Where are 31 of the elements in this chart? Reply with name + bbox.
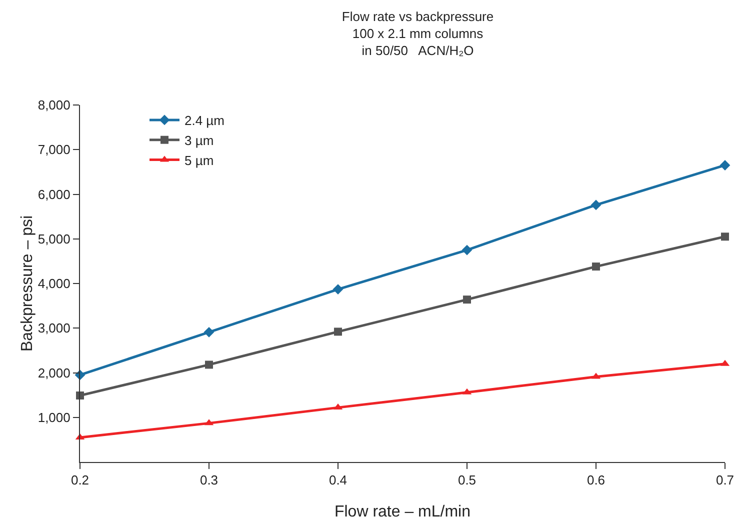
point bbox=[204, 326, 214, 338]
x-tick-label: 0.5 bbox=[458, 472, 476, 488]
legend-label: 3 µm bbox=[184, 132, 214, 148]
point bbox=[592, 262, 600, 271]
point bbox=[463, 296, 471, 304]
point bbox=[332, 284, 344, 294]
x-tick-label: 0.2 bbox=[70, 472, 90, 488]
point bbox=[720, 160, 730, 170]
x-tick-label: 0.3 bbox=[200, 472, 218, 488]
x-tick-label: 0.6 bbox=[586, 472, 606, 488]
y-tick-label: 2,000 bbox=[38, 365, 70, 380]
chart-subtitle: 100 x 2.1 mm columns in 50/50 ACN/H₂O bbox=[352, 26, 484, 58]
y-tick-label: 7,000 bbox=[38, 142, 70, 158]
legend-label: 5 µm bbox=[184, 152, 214, 168]
y-tick-label: 1,000 bbox=[38, 410, 70, 425]
y-tick-label: 4,000 bbox=[38, 276, 70, 292]
y-tick-label: 3,000 bbox=[38, 320, 70, 336]
chart-title: Flow rate vs backpressure bbox=[342, 9, 494, 24]
point bbox=[205, 360, 213, 369]
point bbox=[462, 244, 472, 256]
x-axis-title: Flow rate – mL/min bbox=[334, 503, 471, 520]
y-tick-label: 5,000 bbox=[38, 231, 70, 246]
point bbox=[590, 200, 602, 210]
x-tick-label: 0.4 bbox=[328, 472, 348, 488]
x-tick-label: 0.7 bbox=[716, 472, 734, 488]
point bbox=[721, 232, 729, 241]
y-tick-label: 6,000 bbox=[38, 186, 70, 202]
y-axis-title: Backpressure – psi bbox=[18, 215, 36, 352]
point bbox=[334, 328, 342, 336]
y-tick-label: 8,000 bbox=[38, 98, 70, 113]
legend-label: 2.4 µm bbox=[184, 113, 225, 128]
